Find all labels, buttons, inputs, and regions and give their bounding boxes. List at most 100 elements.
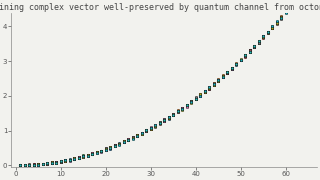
Point xyxy=(22,164,28,167)
Point xyxy=(225,71,230,74)
Point xyxy=(279,16,284,19)
Point xyxy=(256,40,261,43)
Point xyxy=(148,128,153,130)
Point xyxy=(166,115,172,118)
Point xyxy=(139,132,144,134)
Point xyxy=(252,45,257,48)
Point xyxy=(63,159,68,162)
Point xyxy=(148,126,153,129)
Point xyxy=(126,139,131,141)
Point xyxy=(27,164,32,167)
Point xyxy=(94,151,100,154)
Point xyxy=(85,154,91,157)
Point xyxy=(283,9,288,12)
Point xyxy=(229,66,234,69)
Point xyxy=(166,117,172,120)
Point xyxy=(256,40,261,43)
Point xyxy=(130,136,135,139)
Point xyxy=(58,160,63,163)
Point xyxy=(189,101,194,103)
Point xyxy=(247,49,252,52)
Point xyxy=(76,156,82,159)
Point xyxy=(153,125,158,127)
Point xyxy=(112,144,117,147)
Point xyxy=(112,144,117,147)
Point xyxy=(220,75,225,78)
Point xyxy=(108,147,113,150)
Point xyxy=(117,143,122,145)
Point xyxy=(54,161,59,164)
Point xyxy=(139,132,144,135)
Point xyxy=(18,164,23,166)
Point xyxy=(94,151,100,154)
Point xyxy=(103,147,108,150)
Point xyxy=(175,110,180,113)
Point xyxy=(216,78,221,81)
Point xyxy=(49,161,54,164)
Point xyxy=(49,161,54,164)
Point xyxy=(211,83,216,86)
Point xyxy=(225,72,230,75)
Point xyxy=(157,122,162,124)
Point xyxy=(67,158,72,161)
Point xyxy=(148,126,153,129)
Point xyxy=(274,21,279,24)
Point xyxy=(288,7,293,10)
Point xyxy=(189,100,194,103)
Point xyxy=(72,157,77,160)
Point xyxy=(81,155,86,158)
Point xyxy=(148,127,153,130)
Point xyxy=(225,71,230,74)
Point xyxy=(166,116,172,119)
Point xyxy=(144,129,149,132)
Point xyxy=(103,148,108,151)
Point xyxy=(49,161,54,164)
Point xyxy=(58,160,63,163)
Point xyxy=(157,122,162,124)
Point xyxy=(279,17,284,20)
Point xyxy=(211,83,216,86)
Point xyxy=(99,150,104,153)
Point xyxy=(54,161,59,164)
Point xyxy=(283,10,288,13)
Point xyxy=(135,134,140,136)
Point xyxy=(45,162,50,165)
Point xyxy=(139,131,144,134)
Point xyxy=(184,105,189,108)
Point xyxy=(27,164,32,167)
Point xyxy=(283,10,288,13)
Point xyxy=(216,78,221,81)
Point xyxy=(130,136,135,139)
Point xyxy=(229,67,234,70)
Point xyxy=(283,11,288,14)
Point xyxy=(184,103,189,106)
Point xyxy=(180,107,185,110)
Point xyxy=(288,6,293,9)
Point xyxy=(121,140,126,143)
Point xyxy=(67,158,72,161)
Point xyxy=(22,164,28,167)
Point xyxy=(184,104,189,107)
Point xyxy=(288,6,293,9)
Point xyxy=(90,152,95,155)
Point xyxy=(63,159,68,162)
Point xyxy=(162,119,167,122)
Point xyxy=(238,58,243,61)
Point xyxy=(112,145,117,148)
Point xyxy=(184,103,189,106)
Point xyxy=(40,163,45,166)
Point xyxy=(126,138,131,140)
Point xyxy=(252,45,257,48)
Point xyxy=(144,129,149,131)
Point xyxy=(31,163,36,166)
Point xyxy=(76,156,82,159)
Point xyxy=(22,164,28,167)
Point xyxy=(243,54,248,57)
Point xyxy=(171,113,176,116)
Point xyxy=(90,152,95,155)
Point xyxy=(261,35,266,37)
Point xyxy=(72,157,77,160)
Point xyxy=(175,110,180,113)
Point xyxy=(153,126,158,129)
Point xyxy=(54,161,59,164)
